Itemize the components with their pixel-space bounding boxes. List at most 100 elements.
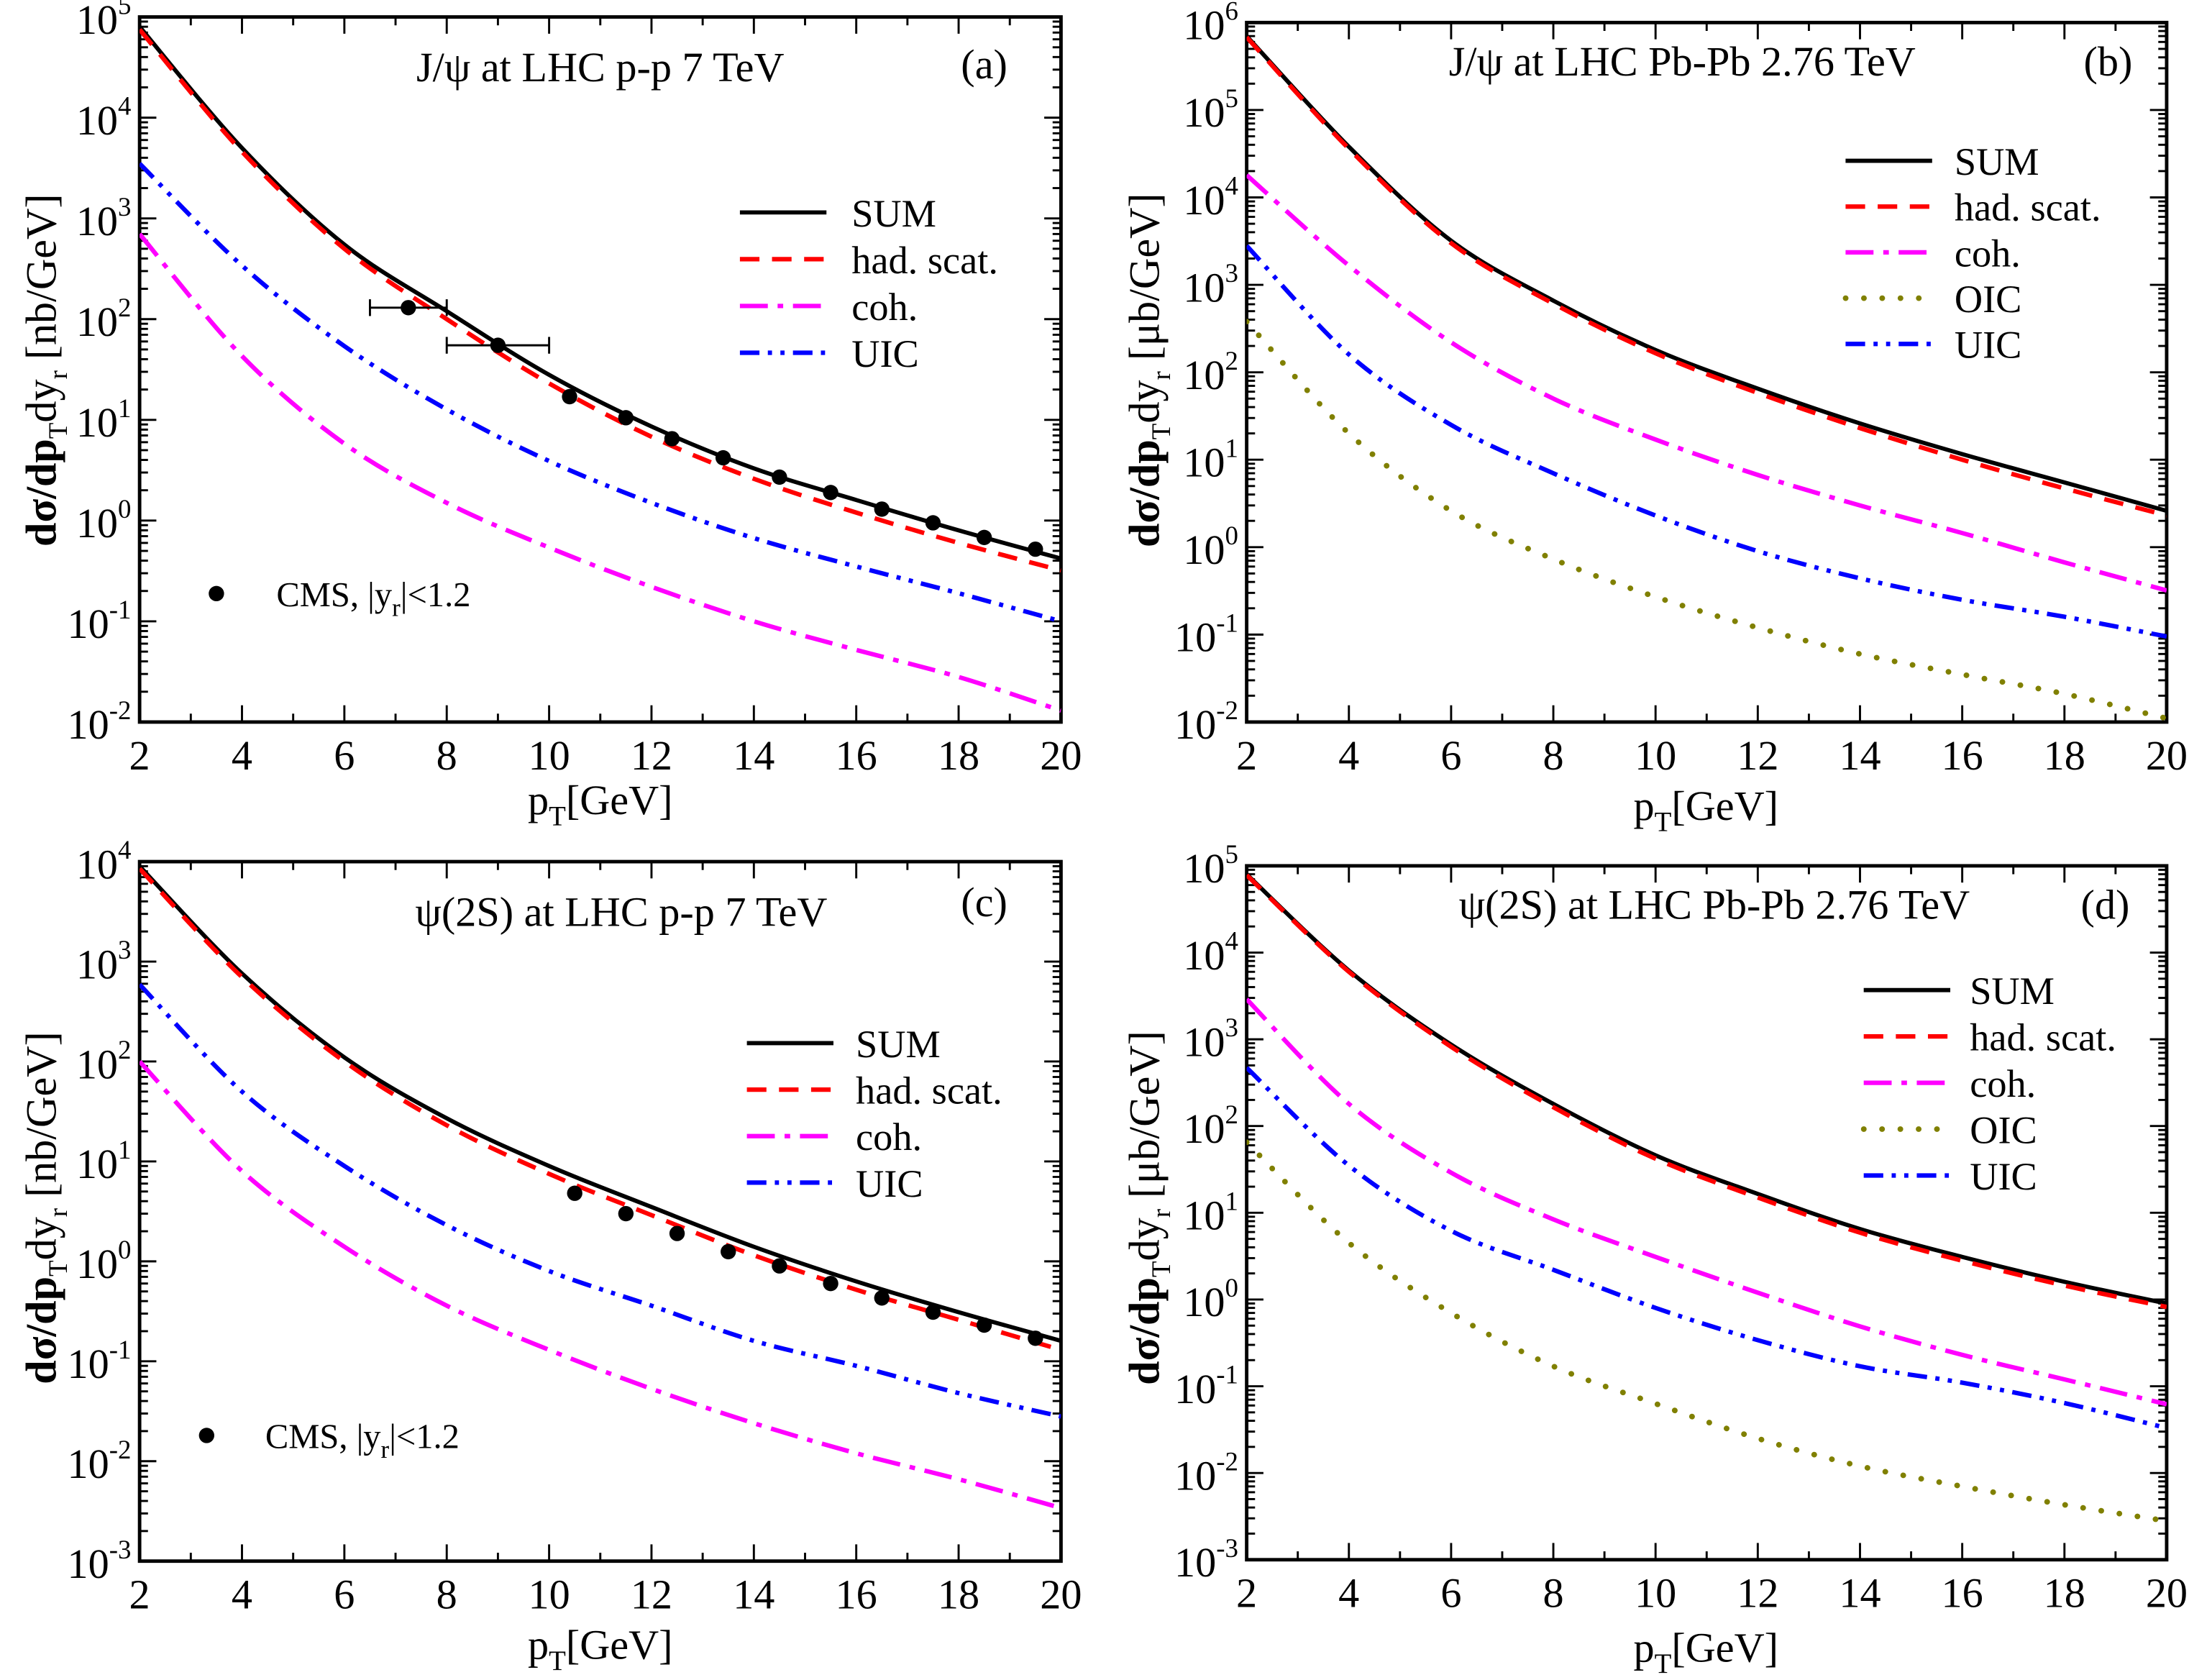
x-tick-label: 4 bbox=[232, 732, 252, 779]
x-tick-label: 4 bbox=[1338, 732, 1359, 779]
tick-base: 10 bbox=[76, 941, 118, 987]
tick-exponent: 4 bbox=[118, 91, 131, 121]
tick-exponent: -3 bbox=[109, 1535, 132, 1564]
x-tick-label: 14 bbox=[1839, 732, 1880, 779]
plot-frame bbox=[137, 15, 1063, 724]
y-axis-label: dσ/dpTdyr [nb/GeV] bbox=[18, 1031, 73, 1384]
tick-base: 10 bbox=[1183, 89, 1225, 136]
tick-base: 10 bbox=[76, 1141, 118, 1187]
legend-label: had. scat. bbox=[1955, 186, 2101, 229]
x-tick-label: 16 bbox=[836, 1571, 877, 1618]
tick-base: 10 bbox=[1183, 439, 1225, 486]
series-sum-line bbox=[140, 25, 1061, 561]
tick-exponent: -3 bbox=[1216, 1533, 1238, 1563]
y-label-main: dy bbox=[1120, 380, 1169, 424]
tick-exponent: 3 bbox=[1225, 258, 1238, 288]
x-tick-label: 10 bbox=[528, 1571, 570, 1618]
y-label-main: dσ/dp bbox=[18, 1277, 66, 1384]
tick-base: 10 bbox=[1183, 526, 1225, 573]
data-point bbox=[874, 501, 890, 517]
tick-exponent: 0 bbox=[1225, 521, 1238, 550]
y-label-unit: [μb/GeV] bbox=[1120, 193, 1169, 371]
panel-title: J/ψ at LHC Pb-Pb 2.76 TeV bbox=[1449, 38, 1916, 85]
legend-label: UIC bbox=[1955, 324, 2022, 367]
panel-tag: (c) bbox=[961, 879, 1007, 926]
series-oic-line bbox=[1246, 319, 2167, 721]
tick-exponent: 2 bbox=[118, 293, 131, 322]
tick-base: 10 bbox=[68, 1341, 109, 1387]
x-label-unit: [GeV] bbox=[566, 1622, 673, 1668]
x-tick-label: 2 bbox=[1236, 1570, 1257, 1617]
tick-base: 10 bbox=[76, 0, 118, 43]
series-sum-line bbox=[140, 864, 1061, 1343]
x-tick-label: 16 bbox=[836, 732, 877, 779]
y-tick-label: 103 bbox=[1183, 1013, 1238, 1065]
y-label-unit: [nb/GeV] bbox=[18, 194, 66, 371]
data-point bbox=[976, 1317, 992, 1333]
x-tick-label: 18 bbox=[2044, 732, 2085, 779]
y-tick-label: 103 bbox=[76, 935, 132, 987]
tick-exponent: 4 bbox=[118, 835, 131, 864]
plot-frame bbox=[1245, 864, 2169, 1562]
tick-base: 10 bbox=[76, 399, 118, 446]
y-axis-label: dσ/dpTdyr [nb/GeV] bbox=[18, 194, 73, 547]
y-tick-label: 102 bbox=[1183, 346, 1238, 398]
cms-data bbox=[368, 299, 1043, 557]
data-point bbox=[823, 485, 838, 501]
y-label-main: dσ/dp bbox=[18, 439, 66, 547]
panel-c: 2 4 6 8 10 12 14 16 18 2010-310-210-1100101102103… bbox=[18, 835, 1082, 1676]
tick-exponent: 1 bbox=[1225, 1186, 1238, 1215]
x-label-sub: T bbox=[549, 1645, 566, 1676]
tick-exponent: 4 bbox=[1225, 926, 1238, 956]
ticks bbox=[138, 860, 1062, 1563]
y-label-sub: T bbox=[43, 423, 73, 439]
series-uic-line bbox=[140, 982, 1061, 1419]
data-point bbox=[567, 1185, 582, 1201]
panel-tag: (b) bbox=[2083, 38, 2132, 85]
y-label-sub: r bbox=[43, 370, 73, 379]
y-label-sub: r bbox=[1146, 371, 1176, 380]
data-point bbox=[669, 1225, 685, 1241]
y-tick-label: 100 bbox=[76, 494, 132, 547]
series-hadscat-line bbox=[1246, 873, 2167, 1310]
y-label-unit: [μb/GeV] bbox=[1120, 1031, 1169, 1209]
legend-label: UIC bbox=[851, 332, 919, 375]
y-tick-label: 100 bbox=[76, 1235, 132, 1287]
legend-label: had. scat. bbox=[851, 239, 998, 282]
tick-base: 10 bbox=[1183, 1105, 1225, 1152]
tick-exponent: 0 bbox=[118, 1235, 131, 1264]
y-tick-label: 10-2 bbox=[1174, 1446, 1238, 1499]
tick-exponent: -1 bbox=[1216, 608, 1238, 637]
tick-base: 10 bbox=[76, 198, 118, 245]
y-tick-label: 105 bbox=[1183, 83, 1238, 136]
x-tick-label: 6 bbox=[334, 1571, 355, 1618]
x-axis-label: pT[GeV] bbox=[528, 1622, 673, 1677]
series-oic-line bbox=[1246, 1139, 2167, 1524]
y-tick-label: 10-1 bbox=[68, 1335, 132, 1387]
tick-base: 10 bbox=[1183, 1018, 1225, 1065]
x-tick-label: 6 bbox=[334, 732, 355, 779]
y-tick-label: 101 bbox=[76, 1135, 132, 1187]
x-tick-label: 18 bbox=[938, 1571, 979, 1618]
tick-exponent: 1 bbox=[118, 1135, 131, 1164]
x-label-main: p bbox=[1634, 782, 1655, 829]
y-tick-label: 102 bbox=[1183, 1100, 1238, 1152]
y-label-sub: T bbox=[1146, 1261, 1176, 1277]
x-tick-label: 16 bbox=[1942, 732, 1983, 779]
series-coh-line bbox=[1246, 173, 2167, 593]
tick-base: 10 bbox=[1174, 1452, 1216, 1499]
tick-exponent: 6 bbox=[1225, 0, 1238, 25]
tick-base: 10 bbox=[1183, 2, 1225, 49]
cms-label-text: |<1.2 bbox=[401, 576, 471, 614]
tick-exponent: -2 bbox=[1216, 695, 1238, 725]
data-point bbox=[925, 515, 941, 531]
tick-base: 10 bbox=[1174, 614, 1216, 661]
cms-label-sub: r bbox=[381, 1435, 390, 1464]
y-tick-label: 104 bbox=[1183, 926, 1238, 979]
y-tick-label: 104 bbox=[76, 91, 132, 144]
cms-label-sub: r bbox=[392, 593, 401, 621]
y-tick-label: 102 bbox=[76, 1035, 132, 1087]
y-tick-label: 100 bbox=[1183, 1273, 1238, 1325]
